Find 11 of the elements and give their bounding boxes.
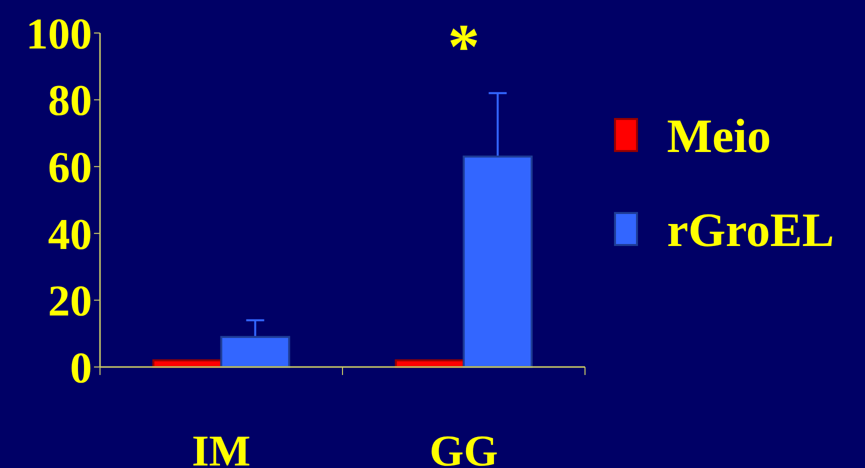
legend-label: Meio	[667, 110, 771, 163]
y-tick-label: 40	[48, 210, 92, 259]
x-tick-label: GG	[430, 426, 498, 468]
y-tick-label: 0	[70, 343, 92, 392]
legend-label: rGroEL	[667, 204, 834, 257]
y-tick-label: 80	[48, 76, 92, 126]
y-tick-label: 60	[48, 143, 92, 192]
x-tick-label: IM	[192, 426, 251, 468]
y-tick-label: 20	[48, 276, 92, 326]
y-tick-label: 100	[26, 9, 92, 58]
annotation: *	[448, 11, 480, 82]
